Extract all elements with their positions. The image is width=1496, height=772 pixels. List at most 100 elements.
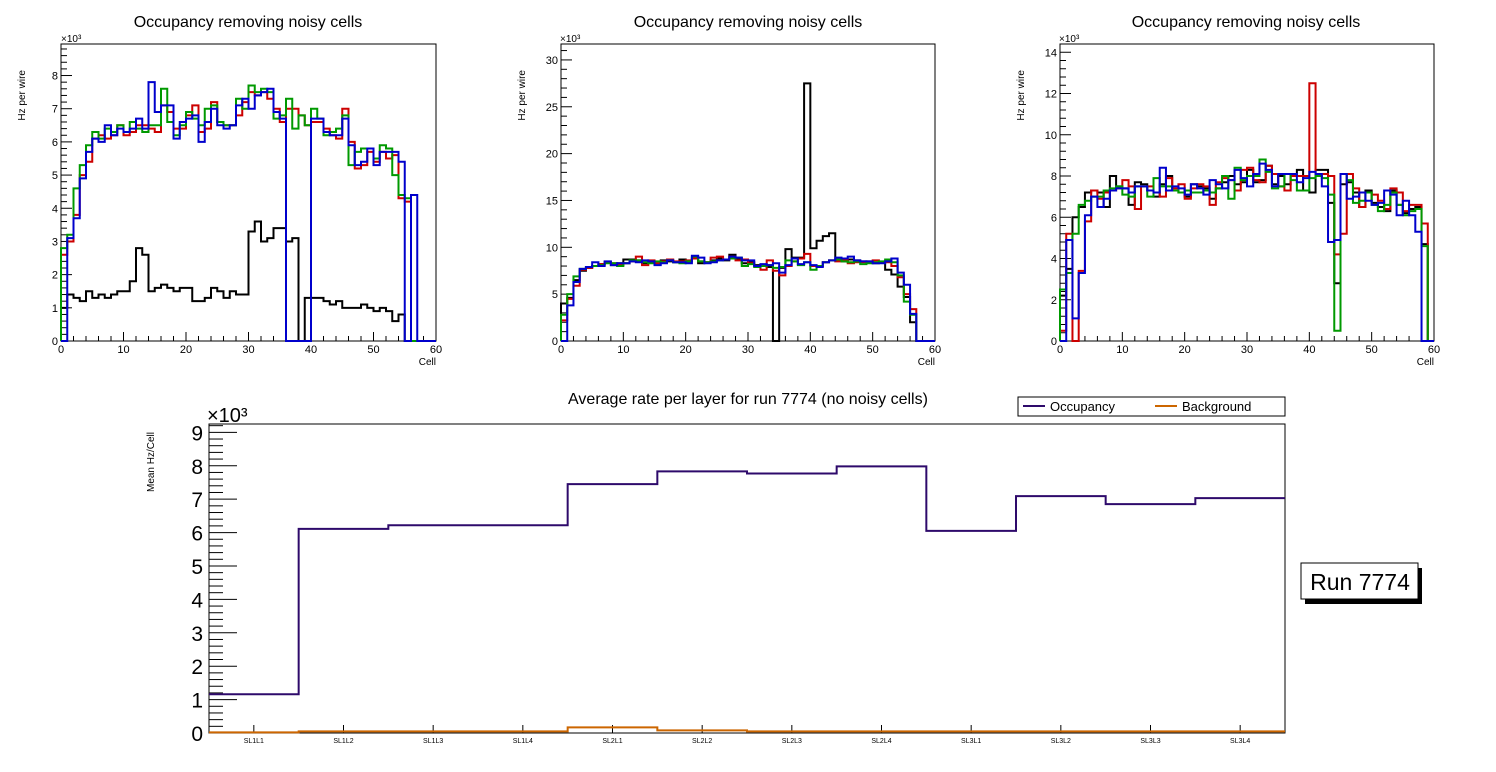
plot-frame — [208, 423, 1286, 734]
y-tick-label: 6 — [52, 137, 58, 149]
x-category-label: SL1L1 — [244, 738, 264, 745]
legend-box — [1017, 396, 1286, 417]
y-tick-label: 6 — [191, 523, 203, 546]
x-category-label: SL3L2 — [1051, 738, 1071, 745]
y-axis-title: Hz per wire — [1016, 70, 1027, 121]
y-tick-label: 30 — [546, 55, 558, 67]
y-axis-title: Hz per wire — [517, 70, 528, 121]
chart-title: Average rate per layer for run 7774 (no … — [568, 391, 928, 408]
x-axis-title: Cell — [918, 357, 935, 368]
y-tick-label: 2 — [52, 270, 58, 282]
x-category-label: SL2L3 — [782, 738, 802, 745]
annotation-box — [1300, 562, 1419, 600]
y-tick-label: 12 — [1045, 89, 1057, 101]
x-category-label: SL2L4 — [871, 738, 891, 745]
series-black — [1059, 164, 1434, 342]
y-tick-label: 0 — [191, 723, 203, 746]
y-tick-label: 8 — [52, 71, 58, 83]
series-black — [60, 220, 436, 342]
x-tick-label: 60 — [430, 344, 442, 356]
y-tick-label: 8 — [1051, 171, 1057, 183]
x-tick-label: 20 — [180, 344, 192, 356]
y-tick-label: 5 — [52, 170, 58, 182]
series-red — [1059, 82, 1434, 342]
panel-bottom-average-rate: Average rate per layer for run 7774 (no … — [146, 391, 1422, 746]
x-axis-title: Cell — [419, 357, 436, 368]
x-category-label: SL1L4 — [513, 738, 533, 745]
x-category-label: SL1L3 — [423, 738, 443, 745]
x-tick-label: 40 — [1303, 344, 1315, 356]
x-tick-label: 20 — [680, 344, 692, 356]
x-tick-label: 20 — [1179, 344, 1191, 356]
x-category-label: SL2L2 — [692, 738, 712, 745]
x-tick-label: 40 — [305, 344, 317, 356]
y-multiplier: ×10³ — [61, 34, 82, 45]
y-tick-label: 7 — [52, 104, 58, 116]
y-tick-label: 10 — [546, 242, 558, 254]
x-category-label: SL3L4 — [1230, 738, 1250, 745]
y-tick-label: 20 — [546, 149, 558, 161]
y-tick-label: 1 — [52, 303, 58, 315]
series-blue — [61, 81, 436, 342]
panel-left-occupancy: Occupancy removing noisy cells Hz per wi… — [17, 14, 442, 368]
y-tick-label: 4 — [1051, 254, 1057, 266]
y-axis-title: Mean Hz/Cell — [146, 432, 157, 492]
y-tick-label: 3 — [191, 623, 203, 646]
x-tick-label: 10 — [617, 344, 629, 356]
x-tick-label: 0 — [58, 344, 64, 356]
y-tick-label: 2 — [1051, 295, 1057, 307]
y-multiplier: ×10³ — [1059, 34, 1080, 45]
y-tick-label: 3 — [52, 236, 58, 248]
panel-middle-occupancy: Occupancy removing noisy cells Hz per wi… — [517, 14, 941, 368]
panel-right-occupancy: Occupancy removing noisy cells Hz per wi… — [1016, 14, 1440, 368]
chart-title: Occupancy removing noisy cells — [134, 14, 363, 31]
x-tick-label: 10 — [117, 344, 129, 356]
y-tick-label: 1 — [191, 690, 203, 713]
y-tick-label: 15 — [546, 195, 558, 207]
y-tick-label: 0 — [52, 336, 58, 348]
y-tick-label: 10 — [1045, 130, 1057, 142]
y-axis-title: Hz per wire — [17, 70, 28, 121]
y-tick-label: 8 — [191, 456, 203, 479]
y-tick-label: 14 — [1045, 47, 1057, 59]
y-tick-label: 4 — [191, 589, 203, 612]
y-tick-label: 0 — [1051, 336, 1057, 348]
annotation-text: Run 7774 — [1310, 569, 1410, 595]
y-tick-label: 25 — [546, 102, 558, 114]
plot-frame — [560, 43, 936, 342]
y-tick-label: 9 — [191, 422, 203, 445]
x-tick-label: 0 — [558, 344, 564, 356]
x-tick-label: 60 — [929, 344, 941, 356]
x-tick-label: 60 — [1428, 344, 1440, 356]
y-multiplier: ×10³ — [207, 405, 248, 427]
legend: Occupancy Background — [1017, 396, 1286, 417]
series-blue — [1060, 162, 1434, 342]
y-tick-label: 0 — [552, 336, 558, 348]
x-tick-label: 50 — [867, 344, 879, 356]
run-annotation: Run 7774 — [1300, 562, 1422, 604]
series-green — [60, 84, 436, 342]
x-tick-label: 40 — [804, 344, 816, 356]
y-tick-label: 5 — [191, 556, 203, 579]
legend-label-occupancy: Occupancy — [1050, 399, 1116, 414]
y-tick-label: 2 — [191, 656, 203, 679]
x-tick-label: 50 — [1366, 344, 1378, 356]
series-background — [209, 726, 1285, 734]
chart-title: Occupancy removing noisy cells — [634, 14, 863, 31]
plot-frame — [1059, 43, 1435, 342]
x-tick-label: 10 — [1116, 344, 1128, 356]
y-tick-label: 4 — [52, 203, 58, 215]
chart-title: Occupancy removing noisy cells — [1132, 14, 1361, 31]
x-axis-title: Cell — [1417, 357, 1434, 368]
x-category-label: SL3L1 — [961, 738, 981, 745]
series-black — [560, 82, 935, 342]
series-blue — [561, 254, 935, 342]
x-tick-label: 0 — [1057, 344, 1063, 356]
x-tick-label: 30 — [1241, 344, 1253, 356]
x-category-label: SL2L1 — [602, 738, 622, 745]
y-multiplier: ×10³ — [560, 34, 581, 45]
y-tick-label: 6 — [1051, 212, 1057, 224]
legend-label-background: Background — [1182, 399, 1251, 414]
x-tick-label: 50 — [367, 344, 379, 356]
